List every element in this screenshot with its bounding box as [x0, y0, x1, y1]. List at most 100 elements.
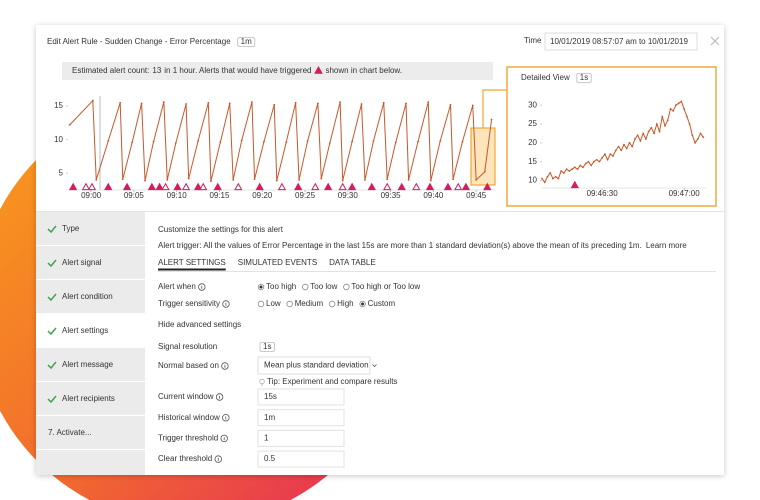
advanced-toggle[interactable]: Hide advanced settings — [158, 320, 241, 329]
alert-marker — [193, 182, 203, 191]
tab[interactable]: ALERT SETTINGS — [158, 258, 226, 267]
signal-resolution-badge: 1s — [263, 342, 271, 351]
text-input[interactable] — [257, 388, 345, 406]
data-point — [543, 181, 546, 184]
radio-label[interactable]: Too high — [266, 282, 296, 291]
data-point — [691, 134, 694, 137]
data-point — [316, 102, 319, 105]
input-value[interactable]: 1m — [264, 413, 275, 422]
radio-label[interactable]: Medium — [295, 299, 324, 308]
text-input[interactable] — [257, 429, 345, 447]
nav-label[interactable]: Alert signal — [62, 258, 102, 267]
data-point — [658, 130, 661, 133]
nav-label[interactable]: Alert settings — [62, 326, 108, 335]
nav-label[interactable]: Alert condition — [62, 292, 113, 301]
info-icon[interactable] — [215, 393, 224, 401]
time-range-input[interactable] — [544, 32, 698, 51]
dropdown[interactable] — [257, 356, 371, 375]
alert-marker — [425, 182, 435, 191]
field-label: Trigger threshold — [158, 434, 218, 443]
data-point — [677, 102, 680, 105]
info-icon[interactable] — [198, 283, 206, 291]
nav-check — [47, 293, 57, 302]
radio[interactable] — [328, 300, 336, 308]
radio-label[interactable]: Custom — [368, 299, 396, 308]
data-point — [372, 140, 375, 142]
tab[interactable]: SIMULATED EVENTS — [238, 258, 317, 267]
radio[interactable] — [286, 300, 293, 308]
radio-dot — [361, 302, 365, 306]
info-icon[interactable] — [214, 455, 222, 463]
estimate-suffix: shown in chart below. — [325, 66, 402, 75]
data-point — [620, 149, 623, 152]
simulated-alert-marker — [199, 182, 208, 191]
data-point — [685, 115, 688, 118]
radio-label[interactable]: Too high or Too low — [351, 282, 420, 291]
data-point — [251, 101, 253, 103]
radio-label[interactable]: Low — [266, 299, 281, 308]
data-point — [341, 179, 344, 182]
detail-title: Detailed View — [521, 73, 570, 82]
data-point — [571, 168, 573, 171]
x-tick-label: 09:47:00 — [669, 189, 701, 198]
simulated-alert-marker — [161, 182, 170, 191]
data-point — [609, 153, 612, 156]
nav-item[interactable] — [36, 416, 145, 449]
x-tick-label: 09:35 — [381, 191, 402, 200]
data-point — [263, 140, 265, 143]
data-point — [669, 108, 672, 110]
simulated-alert-marker — [87, 182, 97, 191]
data-point — [582, 166, 584, 169]
simulated-alert-marker — [277, 182, 287, 191]
nav-label[interactable]: Alert recipients — [62, 394, 115, 403]
x-tick-label: 09:15 — [209, 191, 230, 200]
radio[interactable] — [302, 283, 309, 291]
alert-marker — [367, 182, 376, 191]
field-label: Current window — [158, 392, 214, 401]
data-point — [568, 170, 571, 172]
info-icon[interactable] — [220, 434, 228, 443]
info-icon[interactable] — [221, 362, 229, 370]
radio-label[interactable]: High — [337, 299, 353, 308]
info-icon[interactable] — [222, 300, 230, 308]
signal-resolution-badge-box — [259, 342, 275, 352]
data-point — [584, 162, 587, 165]
data-point — [207, 101, 210, 104]
data-point — [636, 134, 639, 137]
data-point — [298, 179, 300, 181]
learn-more-link[interactable]: Learn more — [646, 241, 687, 250]
data-point — [576, 168, 579, 171]
text-input[interactable] — [257, 409, 345, 427]
input-value[interactable]: 1 — [264, 434, 269, 443]
info-icon[interactable] — [222, 414, 230, 422]
data-point — [91, 99, 94, 102]
text-input[interactable] — [257, 450, 345, 468]
data-point — [598, 160, 601, 163]
input-value[interactable]: 0.5 — [264, 454, 276, 463]
dropdown-value[interactable]: Mean plus standard deviation — [264, 361, 369, 370]
dialog-title: Edit Alert Rule - Sudden Change - Error … — [47, 37, 231, 46]
alert-marker — [255, 182, 264, 191]
data-point — [664, 124, 666, 127]
nav-label[interactable]: Alert message — [62, 360, 114, 369]
y-tick-label: 30 — [528, 100, 537, 109]
simulated-alert-marker — [383, 182, 392, 191]
radio-label[interactable]: Too low — [310, 282, 337, 291]
input-value[interactable]: 15s — [264, 392, 277, 401]
data-point — [439, 140, 442, 142]
radio[interactable] — [257, 300, 265, 308]
nav-item[interactable] — [36, 212, 145, 245]
data-point — [121, 178, 124, 181]
data-point — [603, 153, 606, 156]
close-button[interactable] — [710, 36, 720, 46]
nav-label[interactable]: Type — [62, 224, 80, 233]
tab[interactable]: DATA TABLE — [329, 258, 376, 267]
nav-label[interactable]: 7. Activate... — [48, 428, 92, 437]
x-tick-label: 09:45 — [466, 191, 487, 200]
x-tick-label: 09:00 — [81, 191, 102, 200]
data-point — [625, 147, 628, 150]
data-point — [210, 180, 212, 183]
data-point — [606, 158, 609, 161]
radio[interactable] — [343, 283, 350, 291]
